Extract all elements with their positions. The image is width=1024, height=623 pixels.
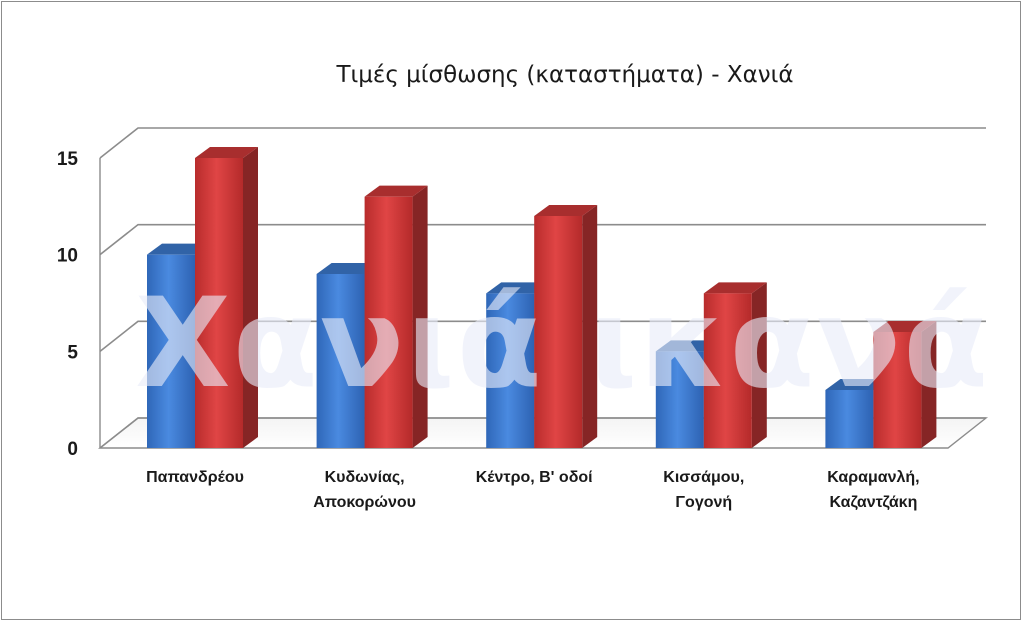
bar-top bbox=[534, 205, 598, 216]
chart-title: Τιμές μίσθωσης (καταστήματα) - Χανιά bbox=[335, 62, 793, 88]
y-tick-label: 15 bbox=[57, 149, 79, 170]
y-tick-label: 5 bbox=[67, 342, 78, 363]
x-tick-label: Κισσάμου, Γογονή bbox=[663, 469, 744, 511]
bar-side bbox=[751, 282, 767, 448]
x-tick-label: Κυδωνίας, Αποκορώνου bbox=[313, 469, 416, 511]
gridline bbox=[99, 320, 986, 352]
bar-front bbox=[316, 274, 365, 448]
bar-front bbox=[364, 196, 413, 448]
bar-top bbox=[486, 282, 550, 294]
bar bbox=[364, 185, 428, 448]
bar-front bbox=[703, 293, 752, 448]
bar-front bbox=[534, 216, 583, 448]
bar-top bbox=[703, 282, 767, 294]
bar-front bbox=[195, 158, 243, 448]
bar-side bbox=[412, 185, 428, 448]
watermark-text: Χανιά ικανά bbox=[135, 272, 990, 416]
bar-front bbox=[873, 332, 922, 448]
x-tick-label: Παπανδρέου bbox=[146, 469, 244, 486]
gridline bbox=[99, 127, 986, 159]
bar-top bbox=[825, 379, 889, 390]
x-tick-label: Καραμανλή, Καζαντζάκη bbox=[827, 469, 919, 511]
bar-side bbox=[582, 205, 598, 448]
bar-front bbox=[825, 390, 874, 448]
bar-front bbox=[486, 293, 535, 448]
y-tick-label: 10 bbox=[57, 246, 78, 267]
bar-top bbox=[316, 263, 380, 274]
bar bbox=[703, 282, 767, 448]
gridline bbox=[99, 223, 986, 256]
bar bbox=[873, 321, 937, 448]
bar-top bbox=[364, 185, 428, 197]
bar-side bbox=[921, 321, 937, 448]
bar-front bbox=[147, 254, 195, 448]
bar-top bbox=[195, 147, 258, 158]
bar-front bbox=[655, 351, 704, 448]
bar-top bbox=[147, 243, 210, 255]
x-tick-label: Κέντρο, Β' οδοί bbox=[476, 469, 593, 486]
bar bbox=[534, 205, 598, 448]
bar-side bbox=[243, 147, 258, 448]
bar bbox=[195, 147, 258, 448]
bar-top bbox=[873, 321, 937, 332]
bar-top bbox=[655, 340, 719, 352]
y-tick-label: 0 bbox=[67, 439, 78, 460]
